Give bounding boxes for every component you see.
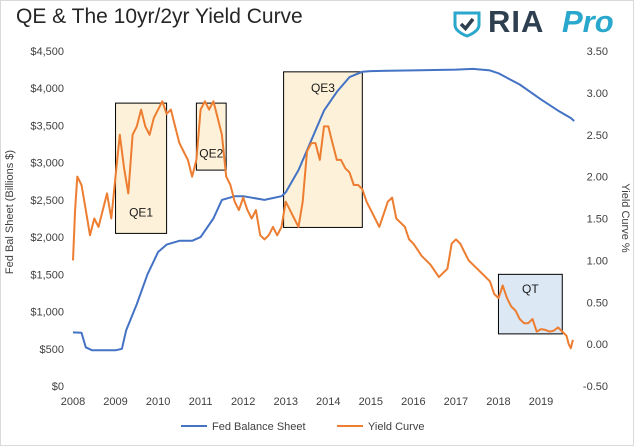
x-tick-label: 2010 bbox=[146, 396, 170, 408]
x-tick-label: 2016 bbox=[401, 396, 425, 408]
right-tick-label: 1.00 bbox=[587, 255, 608, 267]
right-tick-label: 0.00 bbox=[587, 339, 608, 351]
right-axis-ticks: -0.50 0.00 0.50 1.00 1.50 2.00 2.50 3.00 3.50 bbox=[583, 46, 608, 393]
x-axis-ticks: 2008 2009 2010 2011 2012 2013 2014 2015 2016 2017… bbox=[61, 396, 553, 408]
left-tick-label: $3,000 bbox=[30, 158, 64, 170]
left-tick-label: $1,500 bbox=[30, 269, 64, 281]
x-tick-label: 2018 bbox=[486, 396, 510, 408]
x-tick-label: 2009 bbox=[103, 396, 127, 408]
brand-suffix: Pro bbox=[562, 4, 614, 39]
legend-label: Fed Balance Sheet bbox=[212, 421, 306, 433]
right-tick-label: 2.00 bbox=[587, 172, 608, 184]
left-axis-ticks: $0 $500 $1,000 $1,500 $2,000 $2,500 $3,000 $3,5… bbox=[30, 46, 64, 393]
annotation-label-qe2: QE2 bbox=[199, 146, 223, 160]
left-tick-label: $2,000 bbox=[30, 232, 64, 244]
right-tick-label: 3.00 bbox=[587, 88, 608, 100]
chart-title: QE & The 10yr/2yr Yield Curve bbox=[16, 5, 303, 28]
x-tick-label: 2014 bbox=[316, 396, 340, 408]
annotation-box-qe3 bbox=[283, 71, 363, 228]
legend: Fed Balance Sheet Yield Curve bbox=[181, 421, 424, 433]
left-tick-label: $500 bbox=[40, 344, 64, 356]
annotation-label-qt: QT bbox=[522, 282, 539, 296]
brand-name: RIA bbox=[488, 4, 545, 39]
series-layer bbox=[72, 67, 575, 352]
right-tick-label: 3.50 bbox=[587, 46, 608, 58]
shield-checkmark-icon bbox=[452, 10, 482, 43]
right-tick-label: 2.50 bbox=[587, 130, 608, 142]
left-tick-label: $3,500 bbox=[30, 120, 64, 132]
annotation-label-qe3: QE3 bbox=[311, 81, 335, 95]
x-tick-label: 2017 bbox=[444, 396, 468, 408]
x-tick-label: 2013 bbox=[273, 396, 297, 408]
x-tick-label: 2011 bbox=[189, 396, 213, 408]
right-axis-label: Yield Curve % bbox=[619, 183, 631, 253]
brand-logo: RIA Pro bbox=[448, 4, 628, 43]
left-tick-label: $0 bbox=[52, 381, 64, 393]
x-tick-label: 2019 bbox=[529, 396, 553, 408]
right-tick-label: 0.50 bbox=[587, 297, 608, 309]
series-line-fed-balance-sheet bbox=[72, 67, 575, 352]
right-tick-label: -0.50 bbox=[583, 381, 608, 393]
left-tick-label: $1,000 bbox=[30, 307, 64, 319]
x-tick-label: 2015 bbox=[359, 396, 383, 408]
left-axis-label: Fed Bal Sheet (Billions $) bbox=[4, 150, 16, 274]
left-tick-label: $4,000 bbox=[30, 83, 64, 95]
left-tick-label: $2,500 bbox=[30, 195, 64, 207]
annotation-layer: QE1 QE2 QE3 QT bbox=[115, 71, 563, 335]
x-tick-label: 2008 bbox=[61, 396, 85, 408]
legend-label: Yield Curve bbox=[368, 421, 424, 433]
right-tick-label: 1.50 bbox=[587, 214, 608, 226]
x-tick-label: 2012 bbox=[231, 396, 255, 408]
annotation-label-qe1: QE1 bbox=[129, 205, 153, 219]
left-tick-label: $4,500 bbox=[30, 46, 64, 58]
series-line-yield-curve bbox=[72, 100, 574, 350]
